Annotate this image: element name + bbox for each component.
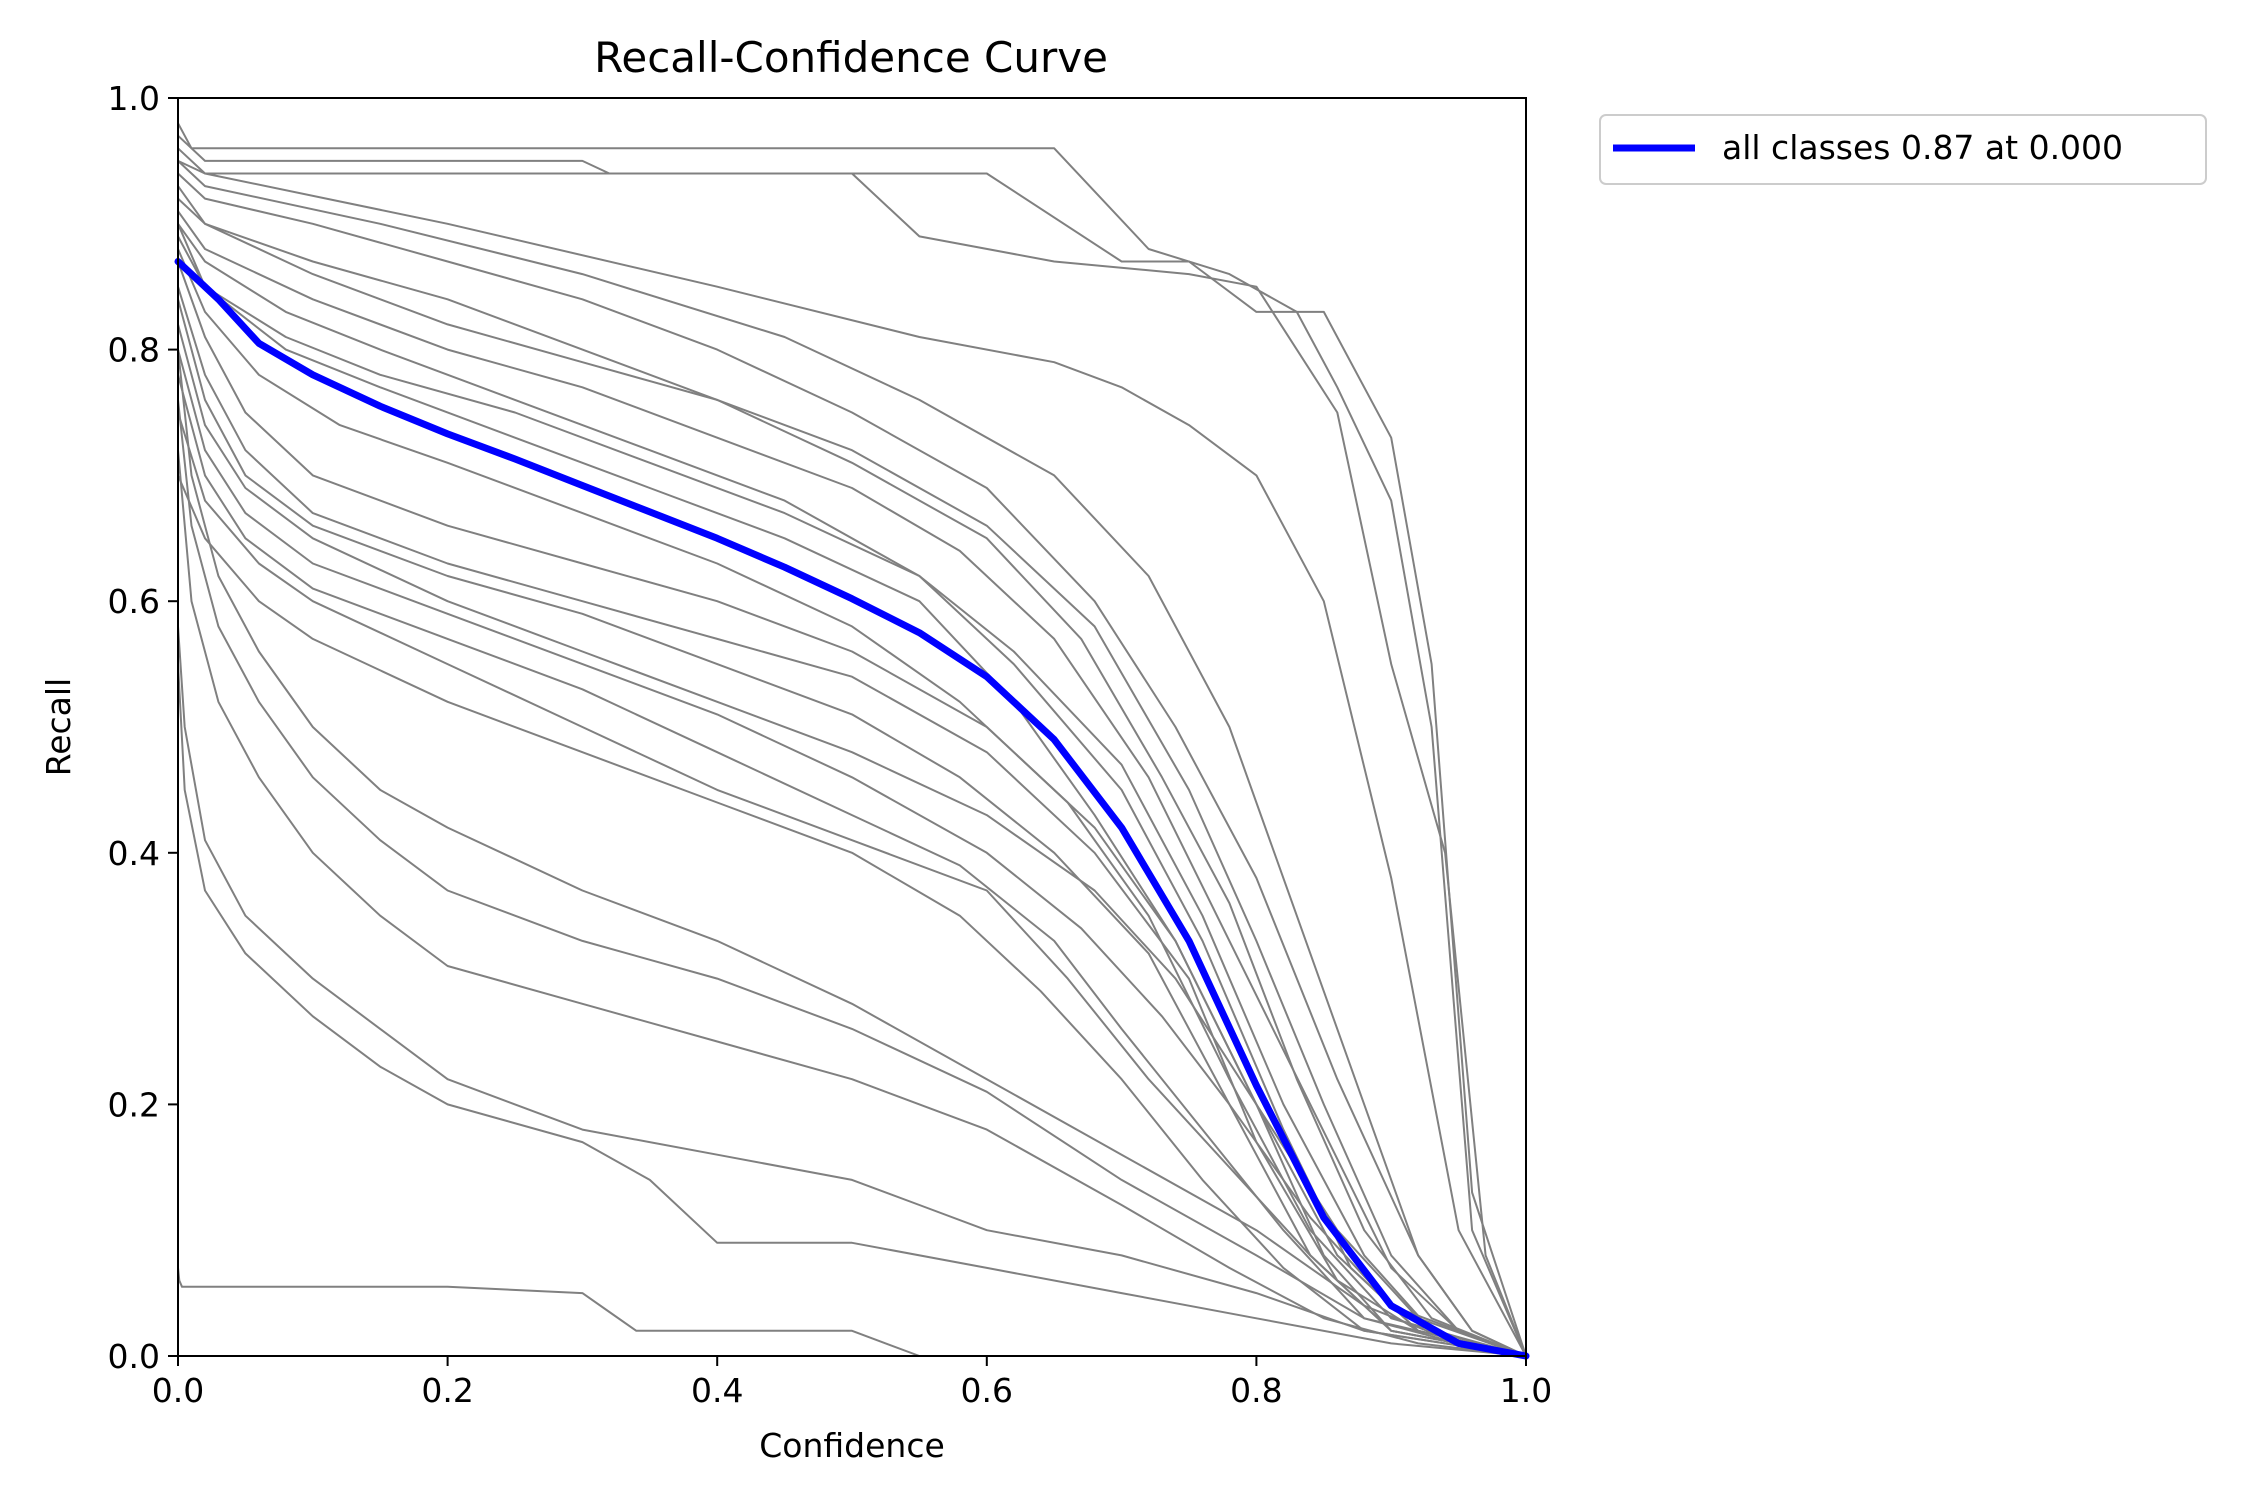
y-tick-label: 0.6: [108, 582, 160, 621]
class-curve-3: [177, 134, 1527, 1357]
class-curve-8: [177, 197, 1527, 1357]
class-curve-16: [177, 299, 1527, 1357]
class-curve-22: [177, 349, 1527, 1357]
legend: all classes 0.87 at 0.000: [1599, 114, 2207, 185]
y-tick-label: 0.4: [108, 834, 160, 873]
class-curve-2: [177, 159, 1527, 1357]
y-tick-label: 0.2: [108, 1085, 160, 1124]
class-curve-23: [177, 399, 1527, 1357]
x-axis-ticks: 0.0 0.2 0.4 0.6 0.8 1.0: [152, 1356, 1552, 1410]
x-tick-label: 0.0: [152, 1371, 204, 1410]
x-tick-label: 1.0: [1500, 1371, 1552, 1410]
class-curve-26: [177, 664, 1527, 1357]
class-curve-20: [177, 412, 1527, 1357]
class-curve-25: [177, 626, 1527, 1357]
legend-label-all-classes: all classes 0.87 at 0.000: [1722, 128, 2123, 167]
class-curve-24: [177, 450, 1527, 1357]
class-curve-4: [177, 147, 1527, 1357]
y-tick-label: 0.8: [108, 331, 160, 370]
x-tick-label: 0.8: [1230, 1371, 1282, 1410]
all-classes-curve: [174, 258, 1530, 1360]
chart-title: Recall-Confidence Curve: [594, 33, 1108, 82]
plot-frame: [177, 97, 1527, 1357]
x-tick-label: 0.2: [421, 1371, 473, 1410]
y-tick-label: 0.0: [108, 1337, 160, 1376]
class-curve-9: [177, 210, 1527, 1357]
class-curve-15: [177, 286, 1527, 1357]
y-axis-label: Recall: [39, 678, 78, 776]
y-axis-ticks: 0.0 0.2 0.4 0.6 0.8 1.0: [108, 79, 178, 1376]
x-axis-label: Confidence: [759, 1426, 945, 1465]
x-tick-label: 0.4: [691, 1371, 743, 1410]
legend-box: [1599, 114, 2207, 185]
class-curve-5: [177, 160, 1527, 1357]
all-classes-series-group: [174, 258, 1530, 1360]
class-curve-7: [177, 185, 1527, 1357]
class-curve-18: [177, 349, 1527, 1357]
class-curve-14: [177, 261, 1527, 1357]
class-curve-6: [177, 172, 1527, 1357]
y-tick-label: 1.0: [108, 79, 160, 118]
x-tick-label: 0.6: [961, 1371, 1013, 1410]
class-curve-21: [177, 475, 1527, 1357]
